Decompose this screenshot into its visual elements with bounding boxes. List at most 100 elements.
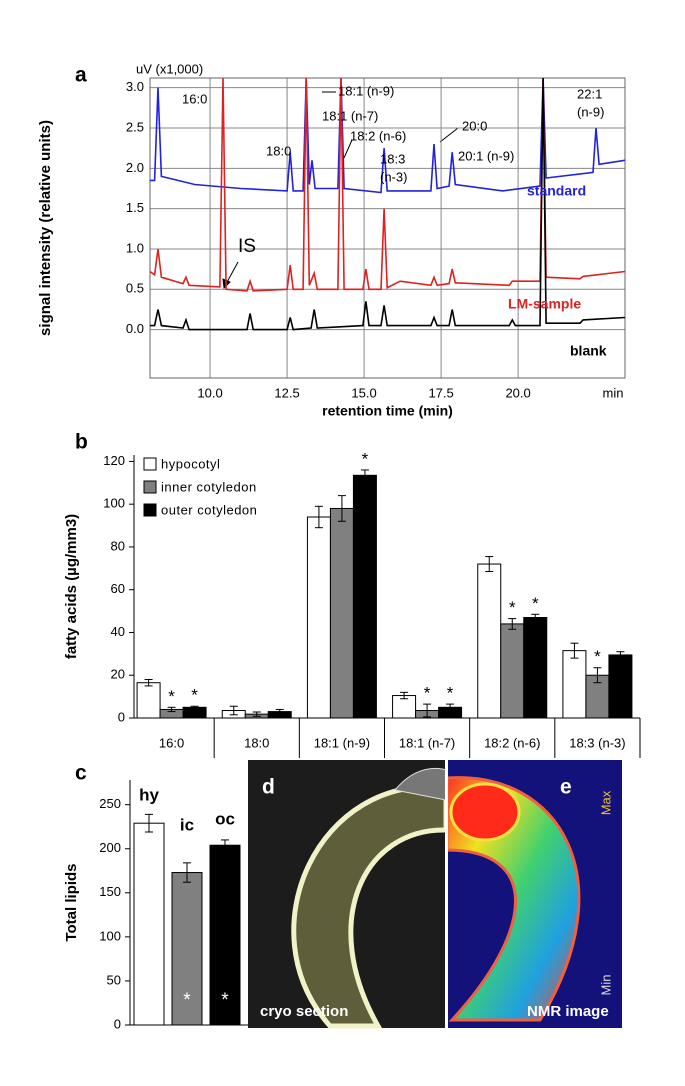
bar: [329, 507, 354, 719]
error-bar: [570, 642, 579, 659]
bar: [562, 650, 587, 719]
x-tick-label: 12.5: [274, 385, 299, 400]
legend-swatch: [143, 480, 157, 494]
error-bar: [229, 705, 238, 716]
peak-label: 18:2 (n-6): [350, 128, 406, 143]
error-bar: [183, 862, 191, 883]
peak-label: 20:0: [462, 118, 487, 133]
error-bar: [508, 618, 517, 630]
bar: [133, 822, 165, 1026]
y-tick-label: 80: [111, 538, 125, 553]
peak-label: IS: [238, 236, 256, 257]
y-tick-label: 1.0: [126, 240, 144, 255]
legend-label: outer cotyledon: [161, 502, 257, 517]
legend-swatch: [143, 503, 157, 517]
y-tick-label: 40: [111, 624, 125, 639]
bar: [209, 844, 241, 1026]
bar: [136, 682, 161, 719]
x-tick-label: 18:3 (n-3): [569, 735, 625, 750]
scale-max: Max: [598, 790, 613, 815]
significance-mark: *: [509, 598, 516, 617]
legend-label: inner cotyledon: [161, 479, 257, 494]
panel-letter: a: [75, 64, 87, 87]
bar: [182, 706, 207, 719]
x-unit: min: [603, 385, 624, 400]
significance-mark: *: [221, 990, 229, 1011]
y-tick-label: 1.5: [126, 200, 144, 215]
x-tick-label: 20.0: [505, 385, 530, 400]
peak-label: (n-3): [380, 169, 407, 184]
x-tick-label: 18:2 (n-6): [484, 735, 540, 750]
image-caption: cryo section: [260, 1003, 348, 1020]
significance-mark: *: [532, 594, 539, 613]
y-axis-title: Total lipids: [63, 863, 80, 941]
error-bar: [252, 711, 261, 717]
x-tick-label: 15.0: [351, 385, 376, 400]
error-bar: [593, 667, 602, 684]
error-bar: [616, 651, 625, 659]
plot-frame: [149, 77, 626, 379]
legend-label: LM-sample: [508, 296, 581, 312]
peak-label: 18:1 (n-9): [338, 83, 394, 98]
image-caption: NMR image: [527, 1003, 609, 1020]
category-label: hy: [139, 785, 159, 804]
error-bar: [360, 469, 369, 482]
y-tick-label: 120: [103, 453, 125, 468]
x-tick-label: 18:1 (n-9): [314, 735, 370, 750]
error-bar: [446, 703, 455, 712]
peak-label: 20:1 (n-9): [458, 148, 514, 163]
y-unit: uV (x1,000): [136, 61, 203, 76]
x-tick-label: 17.5: [428, 385, 453, 400]
y-tick-label: 20: [111, 667, 125, 682]
legend-label: standard: [527, 183, 586, 199]
category-label: oc: [215, 809, 235, 828]
legend-swatch: [143, 457, 157, 471]
peak-label: 22:1: [577, 86, 602, 101]
peak-label: 16:0: [182, 91, 207, 106]
y-tick-label: 0.0: [126, 321, 144, 336]
peak-label: 18:3: [380, 151, 405, 166]
significance-mark: *: [594, 647, 601, 666]
y-tick-label: 2.5: [126, 119, 144, 134]
y-axis-title: fatty acids (µg/mm3): [63, 514, 80, 659]
error-bar: [337, 495, 346, 522]
error-bar: [275, 708, 284, 715]
bar: [306, 516, 331, 719]
x-axis-title: retention time (min): [322, 403, 453, 419]
bar: [523, 617, 548, 719]
significance-mark: *: [191, 686, 198, 705]
bar: [352, 474, 377, 719]
y-tick-label: 50: [107, 972, 121, 987]
y-tick-label: 200: [99, 840, 121, 855]
significance-mark: *: [183, 990, 191, 1011]
nmr-image: [445, 760, 622, 1028]
peak-label: 18:0: [266, 143, 291, 158]
x-tick-label: 10.0: [197, 385, 222, 400]
peak-label: 18:1 (n-7): [322, 108, 378, 123]
y-tick-label: 0.5: [126, 281, 144, 296]
peak-label: (n-9): [577, 104, 604, 119]
error-bar: [485, 556, 494, 573]
bar: [608, 654, 633, 719]
category-label: ic: [180, 815, 194, 834]
x-tick-label: 18:1 (n-7): [399, 735, 455, 750]
error-bar: [190, 705, 199, 709]
y-tick-label: 0: [114, 1016, 121, 1031]
y-tick-label: 3.0: [126, 79, 144, 94]
legend-label: blank: [570, 343, 607, 359]
y-tick-label: 2.0: [126, 160, 144, 175]
trace: [150, 78, 625, 292]
y-tick-label: 60: [111, 581, 125, 596]
error-bar: [531, 613, 540, 622]
panel-letter: c: [75, 762, 87, 785]
x-tick-label: 16:0: [159, 735, 184, 750]
trace: [150, 78, 625, 331]
y-tick-label: 0: [118, 709, 125, 724]
y-tick-label: 100: [99, 928, 121, 943]
significance-mark: *: [168, 687, 175, 706]
y-tick-label: 150: [99, 884, 121, 899]
x-tick-label: 18:0: [244, 735, 269, 750]
panel-letter: e: [560, 776, 572, 799]
cryo-image: [248, 760, 449, 1029]
